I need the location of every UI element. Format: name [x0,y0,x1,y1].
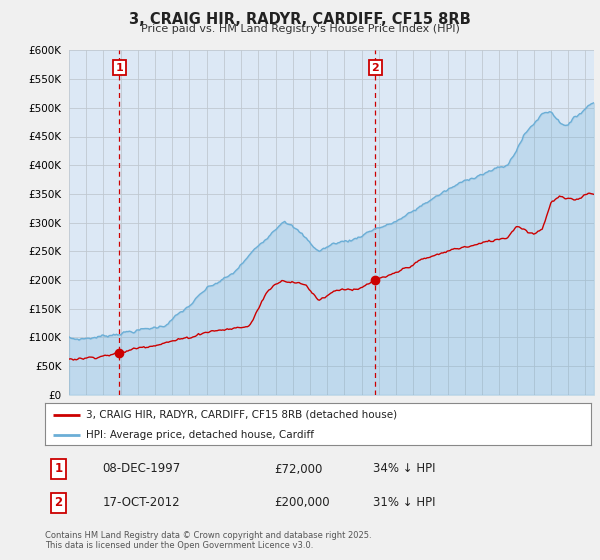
Text: 2: 2 [371,63,379,73]
Text: 08-DEC-1997: 08-DEC-1997 [103,463,181,475]
Text: Price paid vs. HM Land Registry's House Price Index (HPI): Price paid vs. HM Land Registry's House … [140,24,460,34]
Text: 34% ↓ HPI: 34% ↓ HPI [373,463,435,475]
Text: 31% ↓ HPI: 31% ↓ HPI [373,496,435,509]
Text: 1: 1 [55,463,63,475]
Text: 3, CRAIG HIR, RADYR, CARDIFF, CF15 8RB (detached house): 3, CRAIG HIR, RADYR, CARDIFF, CF15 8RB (… [86,410,397,420]
Text: HPI: Average price, detached house, Cardiff: HPI: Average price, detached house, Card… [86,430,314,440]
Text: £200,000: £200,000 [274,496,330,509]
Text: 17-OCT-2012: 17-OCT-2012 [103,496,180,509]
Text: 3, CRAIG HIR, RADYR, CARDIFF, CF15 8RB: 3, CRAIG HIR, RADYR, CARDIFF, CF15 8RB [129,12,471,27]
Text: £72,000: £72,000 [274,463,323,475]
Text: Contains HM Land Registry data © Crown copyright and database right 2025.
This d: Contains HM Land Registry data © Crown c… [45,531,371,550]
Text: 2: 2 [55,496,63,509]
Text: 1: 1 [115,63,123,73]
